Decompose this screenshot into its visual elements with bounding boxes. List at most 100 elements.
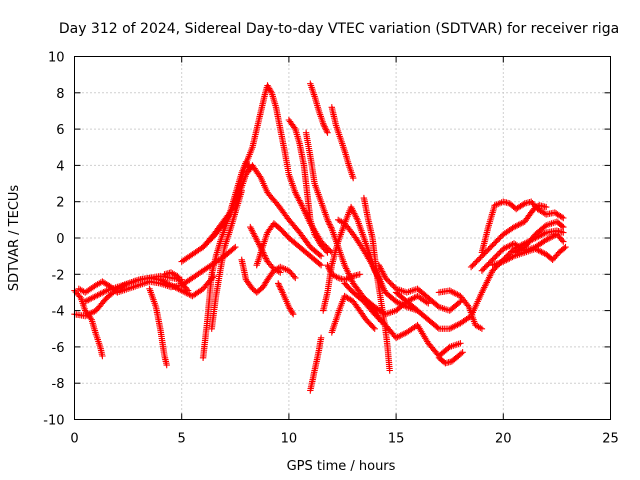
- data-point: [262, 253, 269, 261]
- data-point: [386, 278, 393, 286]
- data-point: [509, 253, 516, 261]
- data-point: [89, 294, 97, 301]
- data-point: [87, 315, 94, 322]
- data-point: [372, 312, 380, 319]
- data-series: [71, 80, 569, 394]
- data-point: [560, 238, 567, 245]
- series-track-30: [435, 287, 486, 332]
- data-point: [290, 273, 298, 280]
- data-point: [520, 201, 527, 208]
- data-point: [512, 248, 519, 255]
- data-point: [457, 350, 465, 357]
- data-point: [316, 260, 323, 268]
- data-point: [86, 310, 93, 317]
- data-point: [497, 233, 504, 241]
- data-point: [451, 289, 458, 297]
- series-track-15: [285, 116, 331, 256]
- data-point: [324, 249, 331, 256]
- series-track-4: [82, 272, 218, 305]
- data-point: [482, 263, 490, 270]
- data-point: [473, 258, 480, 265]
- data-point: [370, 324, 377, 331]
- series-track-6: [161, 269, 192, 294]
- data-point: [324, 262, 331, 269]
- data-point: [379, 319, 386, 326]
- data-point: [459, 349, 466, 356]
- data-point: [275, 280, 282, 287]
- data-point: [488, 243, 495, 250]
- data-point: [177, 286, 184, 294]
- series-track-25: [341, 280, 464, 360]
- data-point: [386, 367, 393, 374]
- data-point: [275, 281, 283, 289]
- data-point: [262, 255, 270, 262]
- data-point: [544, 235, 551, 243]
- data-point: [489, 242, 496, 249]
- data-point: [278, 287, 285, 295]
- data-point: [277, 269, 284, 276]
- x-tick-label: 25: [602, 432, 619, 447]
- data-point: [457, 340, 464, 347]
- y-tick-label: -6: [52, 341, 65, 356]
- data-point: [325, 218, 332, 225]
- data-point: [327, 222, 334, 230]
- data-point: [292, 274, 299, 282]
- series-track-21: [328, 292, 378, 336]
- data-point: [532, 245, 539, 253]
- data-point: [560, 223, 567, 231]
- y-tick-label: 2: [56, 196, 64, 211]
- data-point: [290, 311, 297, 318]
- data-point: [95, 291, 103, 298]
- data-point: [317, 262, 325, 269]
- data-point: [469, 262, 476, 269]
- data-point: [323, 247, 330, 255]
- data-point: [392, 334, 400, 341]
- data-point: [230, 245, 238, 252]
- series-track-17: [307, 80, 331, 136]
- y-tick-label: 10: [48, 51, 65, 66]
- series-track-2: [71, 272, 185, 320]
- data-point: [83, 297, 90, 304]
- series-track-12: [253, 220, 325, 269]
- data-point: [350, 174, 357, 182]
- data-point: [503, 244, 510, 251]
- data-point: [375, 315, 382, 322]
- series-track-9: [199, 158, 254, 361]
- data-point: [488, 257, 495, 265]
- data-point: [238, 187, 245, 194]
- data-point: [486, 259, 494, 266]
- data-point: [383, 276, 390, 283]
- data-point: [326, 266, 333, 273]
- data-point: [493, 252, 500, 259]
- series-track-23: [328, 104, 357, 182]
- data-point: [76, 293, 83, 300]
- x-tick-label: 15: [388, 432, 405, 447]
- data-point: [543, 203, 550, 211]
- data-point: [494, 251, 502, 258]
- y-tick-label: 6: [56, 123, 64, 138]
- data-point: [484, 262, 491, 269]
- data-point: [374, 313, 381, 321]
- data-point: [489, 267, 496, 274]
- data-point: [512, 223, 519, 230]
- data-point: [169, 282, 176, 290]
- data-point: [539, 249, 547, 256]
- data-point: [323, 128, 330, 135]
- series-track-10: [208, 187, 245, 332]
- data-point: [167, 282, 175, 289]
- data-point: [503, 256, 510, 264]
- data-point: [376, 316, 384, 323]
- series-track-5: [146, 285, 170, 369]
- series-track-11: [238, 256, 299, 296]
- data-point: [277, 286, 285, 293]
- data-point: [451, 323, 458, 330]
- y-tick-label: 4: [56, 159, 64, 174]
- grid: [74, 56, 611, 420]
- series-track-34: [489, 243, 569, 269]
- y-tick-label: 8: [56, 87, 64, 102]
- data-point: [161, 278, 169, 286]
- data-point: [353, 215, 360, 222]
- data-point: [291, 124, 298, 131]
- data-point: [446, 325, 453, 332]
- data-point: [467, 263, 475, 271]
